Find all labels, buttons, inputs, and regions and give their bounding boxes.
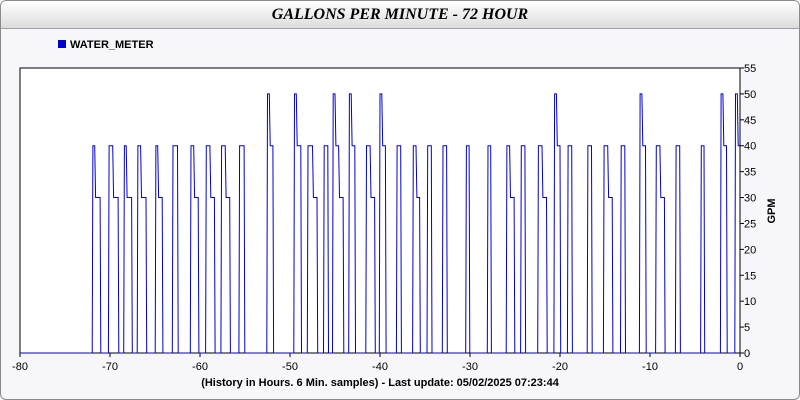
legend-swatch-water-meter [58,40,66,48]
legend: WATER_METER [58,39,154,51]
y-tick-label: 50 [744,89,756,101]
chart-title: GALLONS PER MINUTE - 72 HOUR [1,1,799,29]
x-tick-label: -60 [192,361,208,373]
x-tick-label: -10 [642,361,658,373]
legend-label-water-meter: WATER_METER [70,39,154,51]
x-tick-label: -40 [372,361,388,373]
x-tick-label: 0 [737,361,743,373]
x-tick-label: -50 [282,361,298,373]
y-tick-label: 45 [744,115,756,127]
y-axis-label: GPM [766,198,778,223]
x-tick-label: -30 [462,361,478,373]
y-tick-label: 35 [744,167,756,179]
x-tick-label: -70 [102,361,118,373]
y-tick-label: 30 [744,193,756,205]
y-tick-label: 5 [744,322,750,334]
x-tick-label: -80 [12,361,28,373]
series-line-water-meter [20,93,740,354]
y-tick-label: 40 [744,141,756,153]
y-tick-label: 20 [744,244,756,256]
y-tick-label: 0 [744,348,750,360]
y-axis: 0 5 10 15 20 25 30 35 40 45 50 55 [740,63,756,360]
y-tick-label: 55 [744,63,756,75]
x-tick-label: -20 [552,361,568,373]
x-axis-label: (History in Hours. 6 Min. samples) - Las… [201,377,560,389]
y-tick-label: 10 [744,296,756,308]
y-tick-label: 15 [744,270,756,282]
x-axis: -80 -70 -60 -50 -40 -30 -20 -10 0 [12,353,743,373]
y-tick-label: 25 [744,218,756,230]
